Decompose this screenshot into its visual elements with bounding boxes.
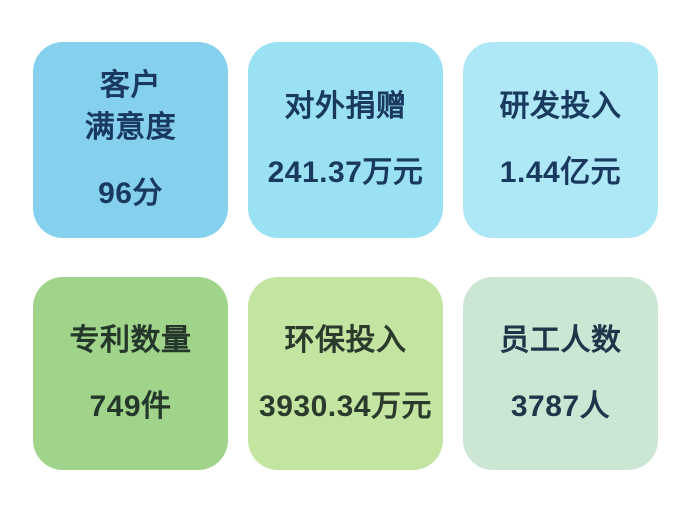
kpi-title-employee-count: 员工人数 [499, 323, 622, 357]
kpi-value-patent-count: 749件 [89, 389, 172, 423]
kpi-title-environmental-investment: 环保投入 [284, 323, 407, 357]
kpi-card-customer-satisfaction: 客户 满意度 96分 [33, 42, 228, 238]
kpi-card-patent-count: 专利数量 749件 [33, 277, 228, 470]
kpi-value-customer-satisfaction: 96分 [98, 177, 163, 210]
kpi-title-external-donations: 对外捐赠 [284, 90, 407, 123]
kpi-card-external-donations: 对外捐赠 241.37万元 [248, 42, 443, 238]
kpi-value-external-donations: 241.37万元 [267, 156, 424, 189]
kpi-grid: 客户 满意度 96分 对外捐赠 241.37万元 研发投入 1.44亿元 专利数… [33, 42, 658, 470]
kpi-card-employee-count: 员工人数 3787人 [463, 277, 658, 470]
kpi-card-rd-investment: 研发投入 1.44亿元 [463, 42, 658, 238]
kpi-title-customer-satisfaction: 客户 满意度 [84, 69, 177, 144]
kpi-title-rd-investment: 研发投入 [499, 90, 622, 123]
kpi-value-employee-count: 3787人 [510, 389, 611, 423]
kpi-value-environmental-investment: 3930.34万元 [259, 389, 432, 423]
kpi-card-environmental-investment: 环保投入 3930.34万元 [248, 277, 443, 470]
kpi-title-patent-count: 专利数量 [69, 323, 192, 357]
kpi-value-rd-investment: 1.44亿元 [499, 156, 622, 189]
